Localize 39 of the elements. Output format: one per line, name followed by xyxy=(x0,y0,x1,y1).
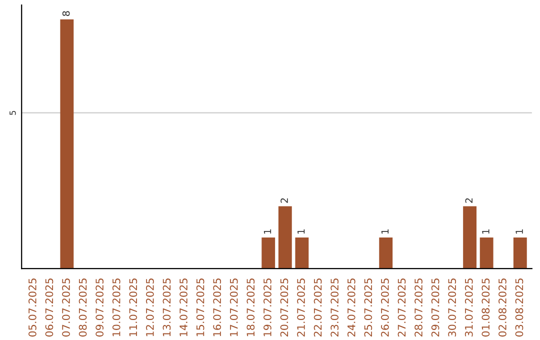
y-tick-label: 5 xyxy=(10,110,16,115)
x-tick-label: 23.07.2025 xyxy=(330,278,339,337)
x-tick-label: 28.07.2025 xyxy=(414,278,422,337)
data-label: 1 xyxy=(298,229,305,234)
x-tick-label: 05.07.2025 xyxy=(28,278,36,337)
data-label: 1 xyxy=(482,229,490,234)
x-tick-label: 20.07.2025 xyxy=(280,278,288,337)
x-tick-label: 24.07.2025 xyxy=(347,278,356,337)
x-tick-label: 18.07.2025 xyxy=(246,278,255,336)
x-tick-label: 26.07.2025 xyxy=(381,278,389,337)
data-label: 2 xyxy=(465,198,472,203)
x-tick-label: 16.07.2025 xyxy=(213,278,222,336)
x-tick-label: 25.07.2025 xyxy=(364,278,372,337)
x-tick-label: 22.07.2025 xyxy=(314,278,322,337)
x-tick-label: 03.08.2025 xyxy=(515,278,524,337)
x-tick-label: 15.07.2025 xyxy=(196,278,204,336)
x-tick-label: 07.07.2025 xyxy=(62,278,70,337)
data-label: 1 xyxy=(264,229,272,234)
x-tick-label: 31.07.2025 xyxy=(464,278,473,336)
x-tick-label: 09.07.2025 xyxy=(96,278,104,337)
x-tick-label: 30.07.2025 xyxy=(448,278,456,336)
x-tick-label: 13.07.2025 xyxy=(162,278,171,336)
x-tick-label: 02.08.2025 xyxy=(498,278,506,337)
x-tick-label: 14.07.2025 xyxy=(180,278,188,336)
x-tick-label: 21.07.2025 xyxy=(297,278,305,337)
data-label: 1 xyxy=(516,229,523,234)
x-tick-label: 06.07.2025 xyxy=(45,278,54,337)
x-tick-label: 27.07.2025 xyxy=(398,278,406,337)
x-tick-label: 08.07.2025 xyxy=(78,278,87,337)
x-tick-label: 11.07.2025 xyxy=(129,278,138,336)
x-tick-label: 10.07.2025 xyxy=(112,278,120,336)
x-tick-label: 29.07.2025 xyxy=(431,278,440,337)
x-tick-label: 19.07.2025 xyxy=(264,278,272,336)
x-tick-label: 12.07.2025 xyxy=(146,278,154,336)
data-label: 2 xyxy=(280,198,288,203)
data-label: 1 xyxy=(381,229,389,234)
x-tick-label: 01.08.2025 xyxy=(482,278,490,337)
data-label: 8 xyxy=(62,11,70,16)
x-tick-label: 17.07.2025 xyxy=(230,278,238,336)
